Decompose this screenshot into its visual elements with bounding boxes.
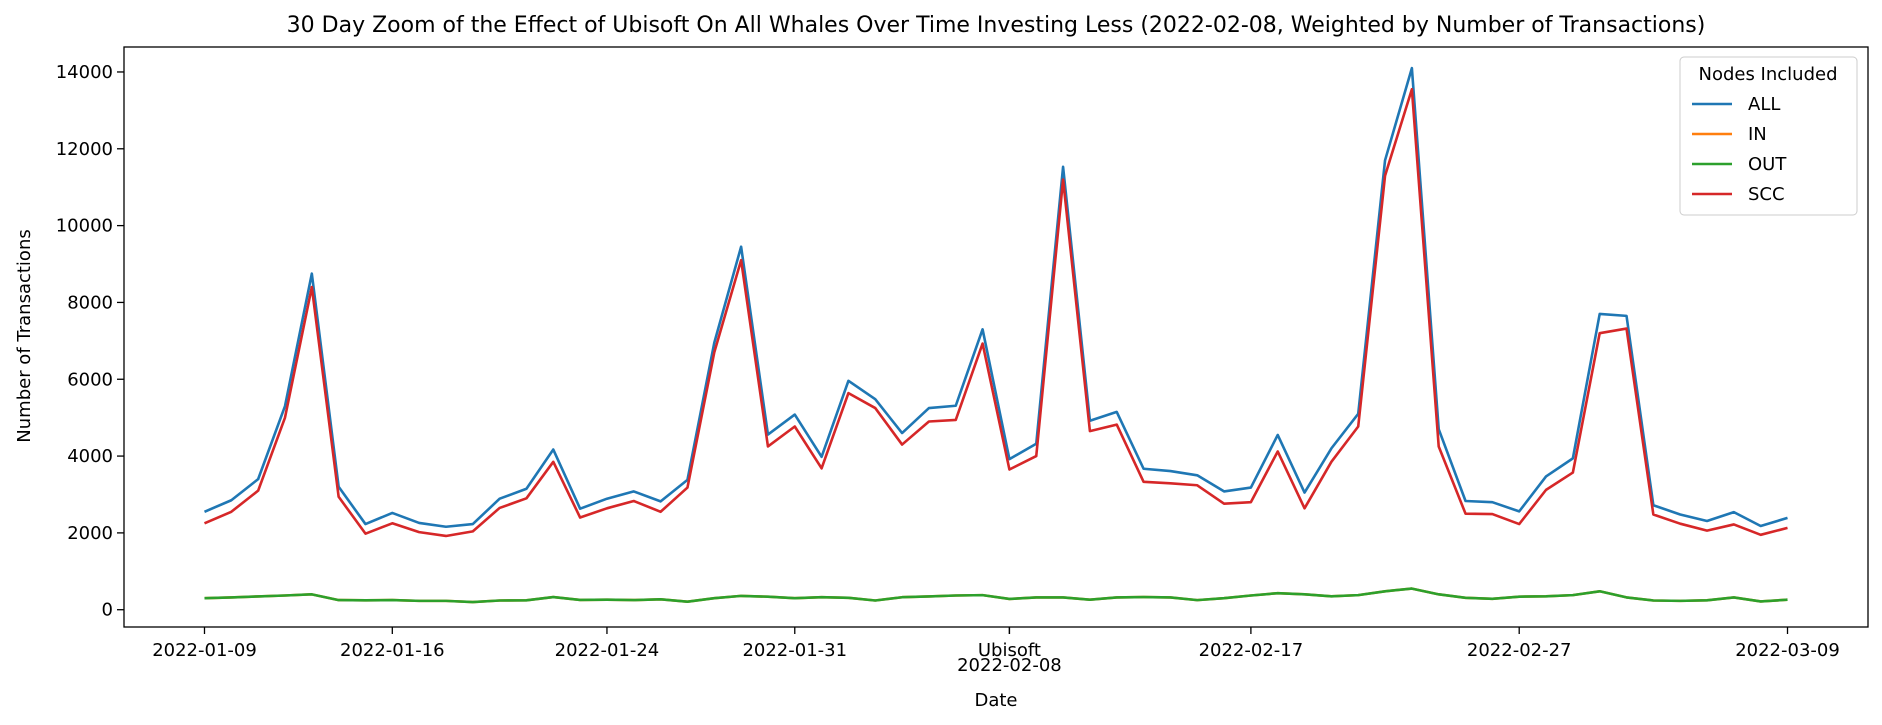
y-tick-label: 4000	[67, 446, 113, 467]
x-tick-label: 2022-03-09	[1735, 640, 1840, 661]
series-line-out	[204, 587, 1788, 604]
x-tick-label: 2022-01-09	[152, 640, 257, 661]
series-line-all	[203, 66, 1788, 529]
y-tick-label: 6000	[67, 369, 113, 390]
legend-label-all: ALL	[1748, 94, 1780, 115]
y-tick-label: 0	[102, 600, 113, 621]
plot-lines	[203, 66, 1788, 604]
y-axis: 0 2000 4000 6000 8000 10000 12000 14000	[56, 62, 124, 621]
x-tick-label: 2022-02-17	[1199, 640, 1304, 661]
y-tick-label: 12000	[56, 139, 113, 160]
legend-title: Nodes Included	[1698, 64, 1837, 85]
legend-label-out: OUT	[1748, 154, 1787, 175]
annotation-label: Ubisoft	[978, 640, 1041, 661]
plot-frame	[123, 46, 1869, 628]
legend-label-in: IN	[1748, 124, 1767, 145]
y-axis-label: Number of Transactions	[14, 229, 35, 442]
y-tick-label: 10000	[56, 216, 113, 237]
chart-title: 30 Day Zoom of the Effect of Ubisoft On …	[287, 13, 1706, 38]
y-tick-label: 2000	[67, 523, 113, 544]
x-tick-label: 2022-01-31	[742, 640, 847, 661]
legend-box	[1679, 56, 1858, 216]
y-tick-label: 8000	[67, 292, 113, 313]
x-axis: 2022-01-09 2022-01-16 2022-01-24 2022-01-31…	[152, 627, 1840, 676]
legend: Nodes Included ALL IN OUT SCC	[1679, 56, 1858, 216]
legend-label-scc: SCC	[1748, 184, 1785, 205]
x-axis-label: Date	[974, 690, 1017, 711]
series-line-scc	[203, 87, 1788, 538]
x-tick-label: 2022-01-24	[555, 640, 660, 661]
x-tick-label: 2022-02-27	[1467, 640, 1572, 661]
x-tick-label: 2022-01-16	[340, 640, 445, 661]
y-tick-label: 14000	[56, 62, 113, 83]
x-tick-label: 2022-02-08	[957, 655, 1062, 676]
legend-items: ALL IN OUT SCC	[1692, 94, 1787, 205]
